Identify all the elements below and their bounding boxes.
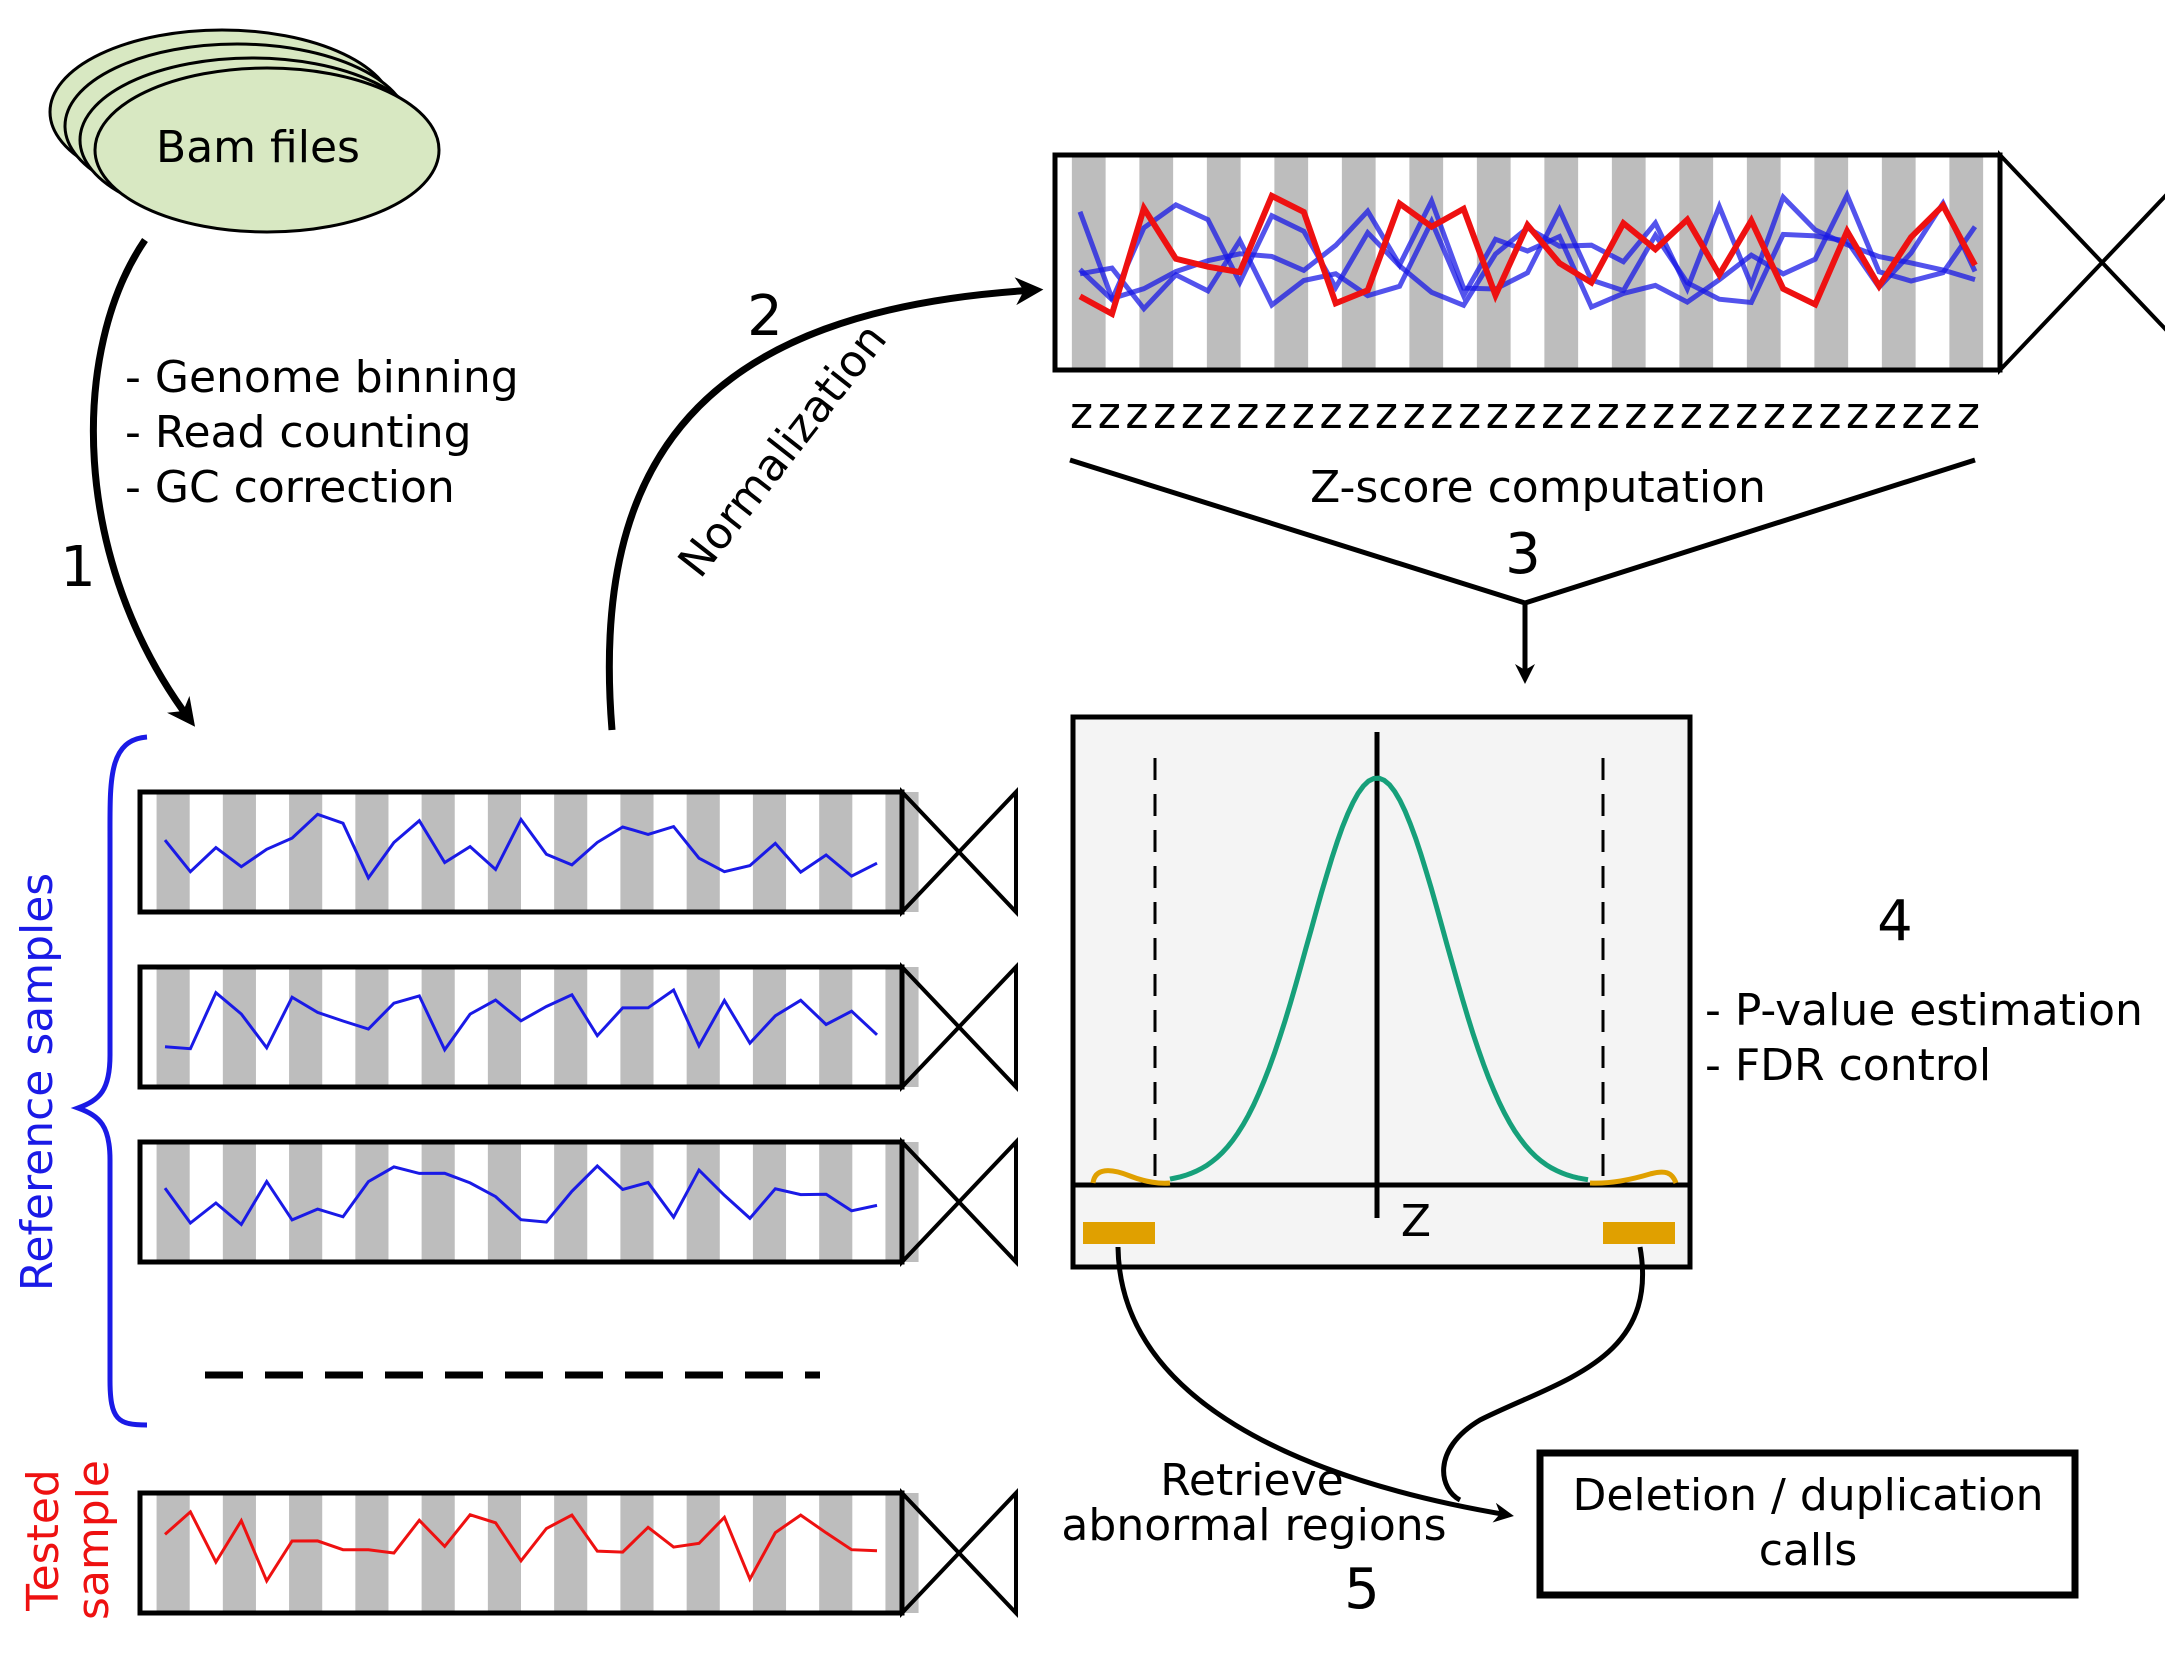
step5-arrow-lower	[1115, 1246, 1514, 1523]
step1-arrow	[89, 238, 196, 727]
bin-stripe	[752, 1493, 787, 1613]
bin-stripe	[554, 1142, 588, 1262]
bin-stripe	[487, 1142, 521, 1262]
bin-stripe	[156, 1142, 190, 1262]
step2-arrow	[605, 277, 1044, 731]
retrieve-label-line2: abnormal regions	[1061, 1500, 1446, 1551]
step3-number: 3	[1505, 522, 1541, 587]
bin-stripe	[289, 1493, 323, 1613]
bin-stripe	[752, 792, 787, 912]
reference-samples-label: Reference samples	[12, 873, 63, 1291]
tested-label-line1: Tested	[18, 1469, 69, 1612]
normalized-chromosome	[1052, 149, 2165, 376]
bin-stripe	[819, 967, 853, 1087]
bin-stripe	[222, 792, 256, 912]
bin-stripe	[620, 792, 654, 912]
step1-item-binning: - Genome binning	[125, 352, 519, 403]
zscore-distribution-panel: Z	[1070, 714, 1693, 1270]
step5-arrow-upper	[1441, 1246, 1645, 1503]
step1-item-counting: - Read counting	[125, 407, 472, 458]
bin-stripe	[620, 967, 654, 1087]
reference-sample-2	[137, 961, 1018, 1093]
bin-stripe	[355, 1142, 389, 1262]
z-axis-label: Z	[1401, 1196, 1431, 1247]
bin-stripe	[686, 1493, 720, 1613]
bin-stripe	[421, 1493, 455, 1613]
bin-stripe	[421, 967, 455, 1087]
result-box: Deletion / duplication calls	[1536, 1449, 2079, 1599]
bin-stripe	[620, 1493, 654, 1613]
bin-stripe	[686, 1142, 720, 1262]
bin-stripe	[1949, 155, 1984, 370]
z-scores-row: zzzzzzzzzzzzzzzzzzzzzzzzzzzzzzzzz	[1070, 388, 1980, 439]
step4-item-pvalue: - P-value estimation	[1705, 985, 2143, 1036]
bam-files-stack: Bam files	[48, 28, 441, 234]
bin-stripe	[752, 1142, 787, 1262]
bin-stripe	[1409, 155, 1444, 370]
step5-number: 5	[1344, 1557, 1380, 1622]
bin-stripe	[355, 792, 389, 912]
bin-stripe	[289, 792, 323, 912]
step1-number: 1	[60, 535, 96, 600]
centromere-tail	[900, 1136, 1018, 1268]
normalization-label: Normalization	[668, 314, 896, 586]
centromere-tail	[900, 961, 1018, 1093]
bin-stripe	[222, 1493, 256, 1613]
coverage-trace	[1078, 191, 1978, 319]
bin-stripe	[156, 1493, 190, 1613]
upper-tail-curve	[1589, 1169, 1679, 1186]
coverage-trace	[164, 987, 879, 1053]
reference-sample-1	[137, 786, 1018, 918]
step4-number: 4	[1877, 889, 1913, 954]
bin-stripe	[289, 1142, 323, 1262]
bin-stripe	[289, 967, 323, 1087]
bin-stripe	[620, 1142, 654, 1262]
step2-number: 2	[747, 284, 783, 349]
bin-stripe	[156, 967, 190, 1087]
bin-stripe	[1341, 155, 1376, 370]
bin-stripe	[686, 792, 720, 912]
bin-stripe	[421, 1142, 455, 1262]
upper-tail-region	[1603, 1222, 1675, 1244]
lower-tail-region	[1083, 1222, 1155, 1244]
bin-stripe	[686, 967, 720, 1087]
coverage-trace	[1079, 189, 1978, 313]
bin-stripe	[487, 967, 521, 1087]
tested-label-line2: sample	[68, 1460, 119, 1620]
bin-stripe	[819, 792, 853, 912]
bin-stripe	[1139, 155, 1174, 370]
centromere-tail	[900, 1487, 1018, 1619]
lower-tail-curve	[1090, 1168, 1171, 1186]
step4-item-fdr: - FDR control	[1705, 1040, 1991, 1091]
null-distribution-curve	[1169, 775, 1589, 1183]
coverage-trace	[164, 1509, 878, 1585]
tested-sample	[137, 1487, 1018, 1619]
coverage-trace	[163, 1163, 878, 1227]
bin-stripe	[554, 1493, 588, 1613]
bin-stripe	[554, 967, 588, 1087]
result-line1: Deletion / duplication	[1573, 1470, 2044, 1521]
retrieve-label-line1: Retrieve	[1160, 1455, 1343, 1506]
bin-stripe	[222, 1142, 256, 1262]
coverage-trace	[163, 812, 878, 881]
step1-item-gc: - GC correction	[125, 462, 455, 513]
bam-files-label: Bam files	[156, 122, 360, 173]
zscore-computation-label: Z-score computation	[1310, 462, 1766, 513]
bin-stripe	[554, 792, 588, 912]
reference-bracket	[70, 734, 148, 1428]
bin-stripe	[819, 1493, 853, 1613]
centromere-tail	[900, 786, 1018, 918]
result-line2: calls	[1759, 1525, 1858, 1576]
centromere-tail	[1998, 149, 2165, 376]
bin-stripe	[752, 967, 787, 1087]
reference-sample-3	[137, 1136, 1018, 1268]
